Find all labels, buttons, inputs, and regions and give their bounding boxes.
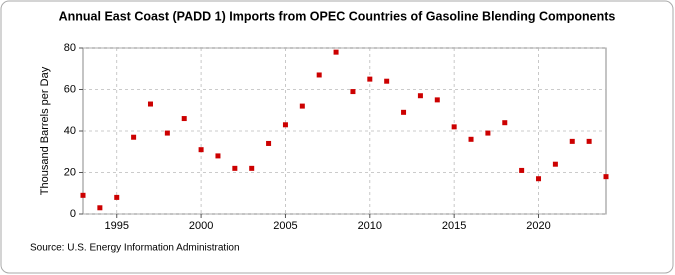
point — [266, 140, 272, 146]
point — [417, 93, 423, 99]
point — [114, 194, 120, 200]
point — [282, 122, 288, 128]
x-tick-label: 2015 — [442, 220, 466, 232]
point — [147, 101, 153, 107]
point — [485, 130, 491, 136]
point — [552, 161, 558, 167]
point — [215, 153, 221, 159]
point — [97, 205, 103, 211]
point — [434, 97, 440, 103]
point — [299, 103, 305, 109]
point — [519, 167, 525, 173]
point — [603, 174, 609, 180]
point — [384, 78, 390, 84]
x-tick-label: 2020 — [526, 220, 550, 232]
source-note: Source: U.S. Energy Information Administ… — [30, 243, 240, 254]
point — [181, 116, 187, 122]
chart-title: Annual East Coast (PADD 1) Imports from … — [59, 9, 616, 23]
x-tick-label: 1995 — [104, 220, 128, 232]
y-tick-label: 40 — [64, 125, 76, 137]
point — [232, 165, 238, 171]
plot-area — [82, 47, 607, 215]
point — [502, 120, 508, 126]
point — [350, 89, 356, 95]
point — [536, 176, 542, 182]
point — [367, 76, 373, 82]
point — [316, 72, 322, 78]
x-tick-label: 2010 — [358, 220, 382, 232]
y-tick-label: 20 — [64, 166, 76, 178]
x-tick-label: 2005 — [273, 220, 297, 232]
y-tick-label: 80 — [64, 42, 76, 54]
point — [164, 130, 170, 136]
point — [80, 192, 86, 198]
y-tick-label: 0 — [70, 208, 76, 220]
point — [131, 134, 137, 140]
x-tick-label: 2000 — [189, 220, 213, 232]
y-tick-label: 60 — [64, 83, 76, 95]
point — [401, 109, 407, 115]
point — [333, 49, 339, 55]
point — [249, 165, 255, 171]
point — [468, 136, 474, 142]
point — [586, 138, 592, 144]
point — [569, 138, 575, 144]
point — [451, 124, 457, 130]
y-axis-label: Thousand Barrels per Day — [39, 66, 51, 195]
point — [198, 147, 204, 153]
